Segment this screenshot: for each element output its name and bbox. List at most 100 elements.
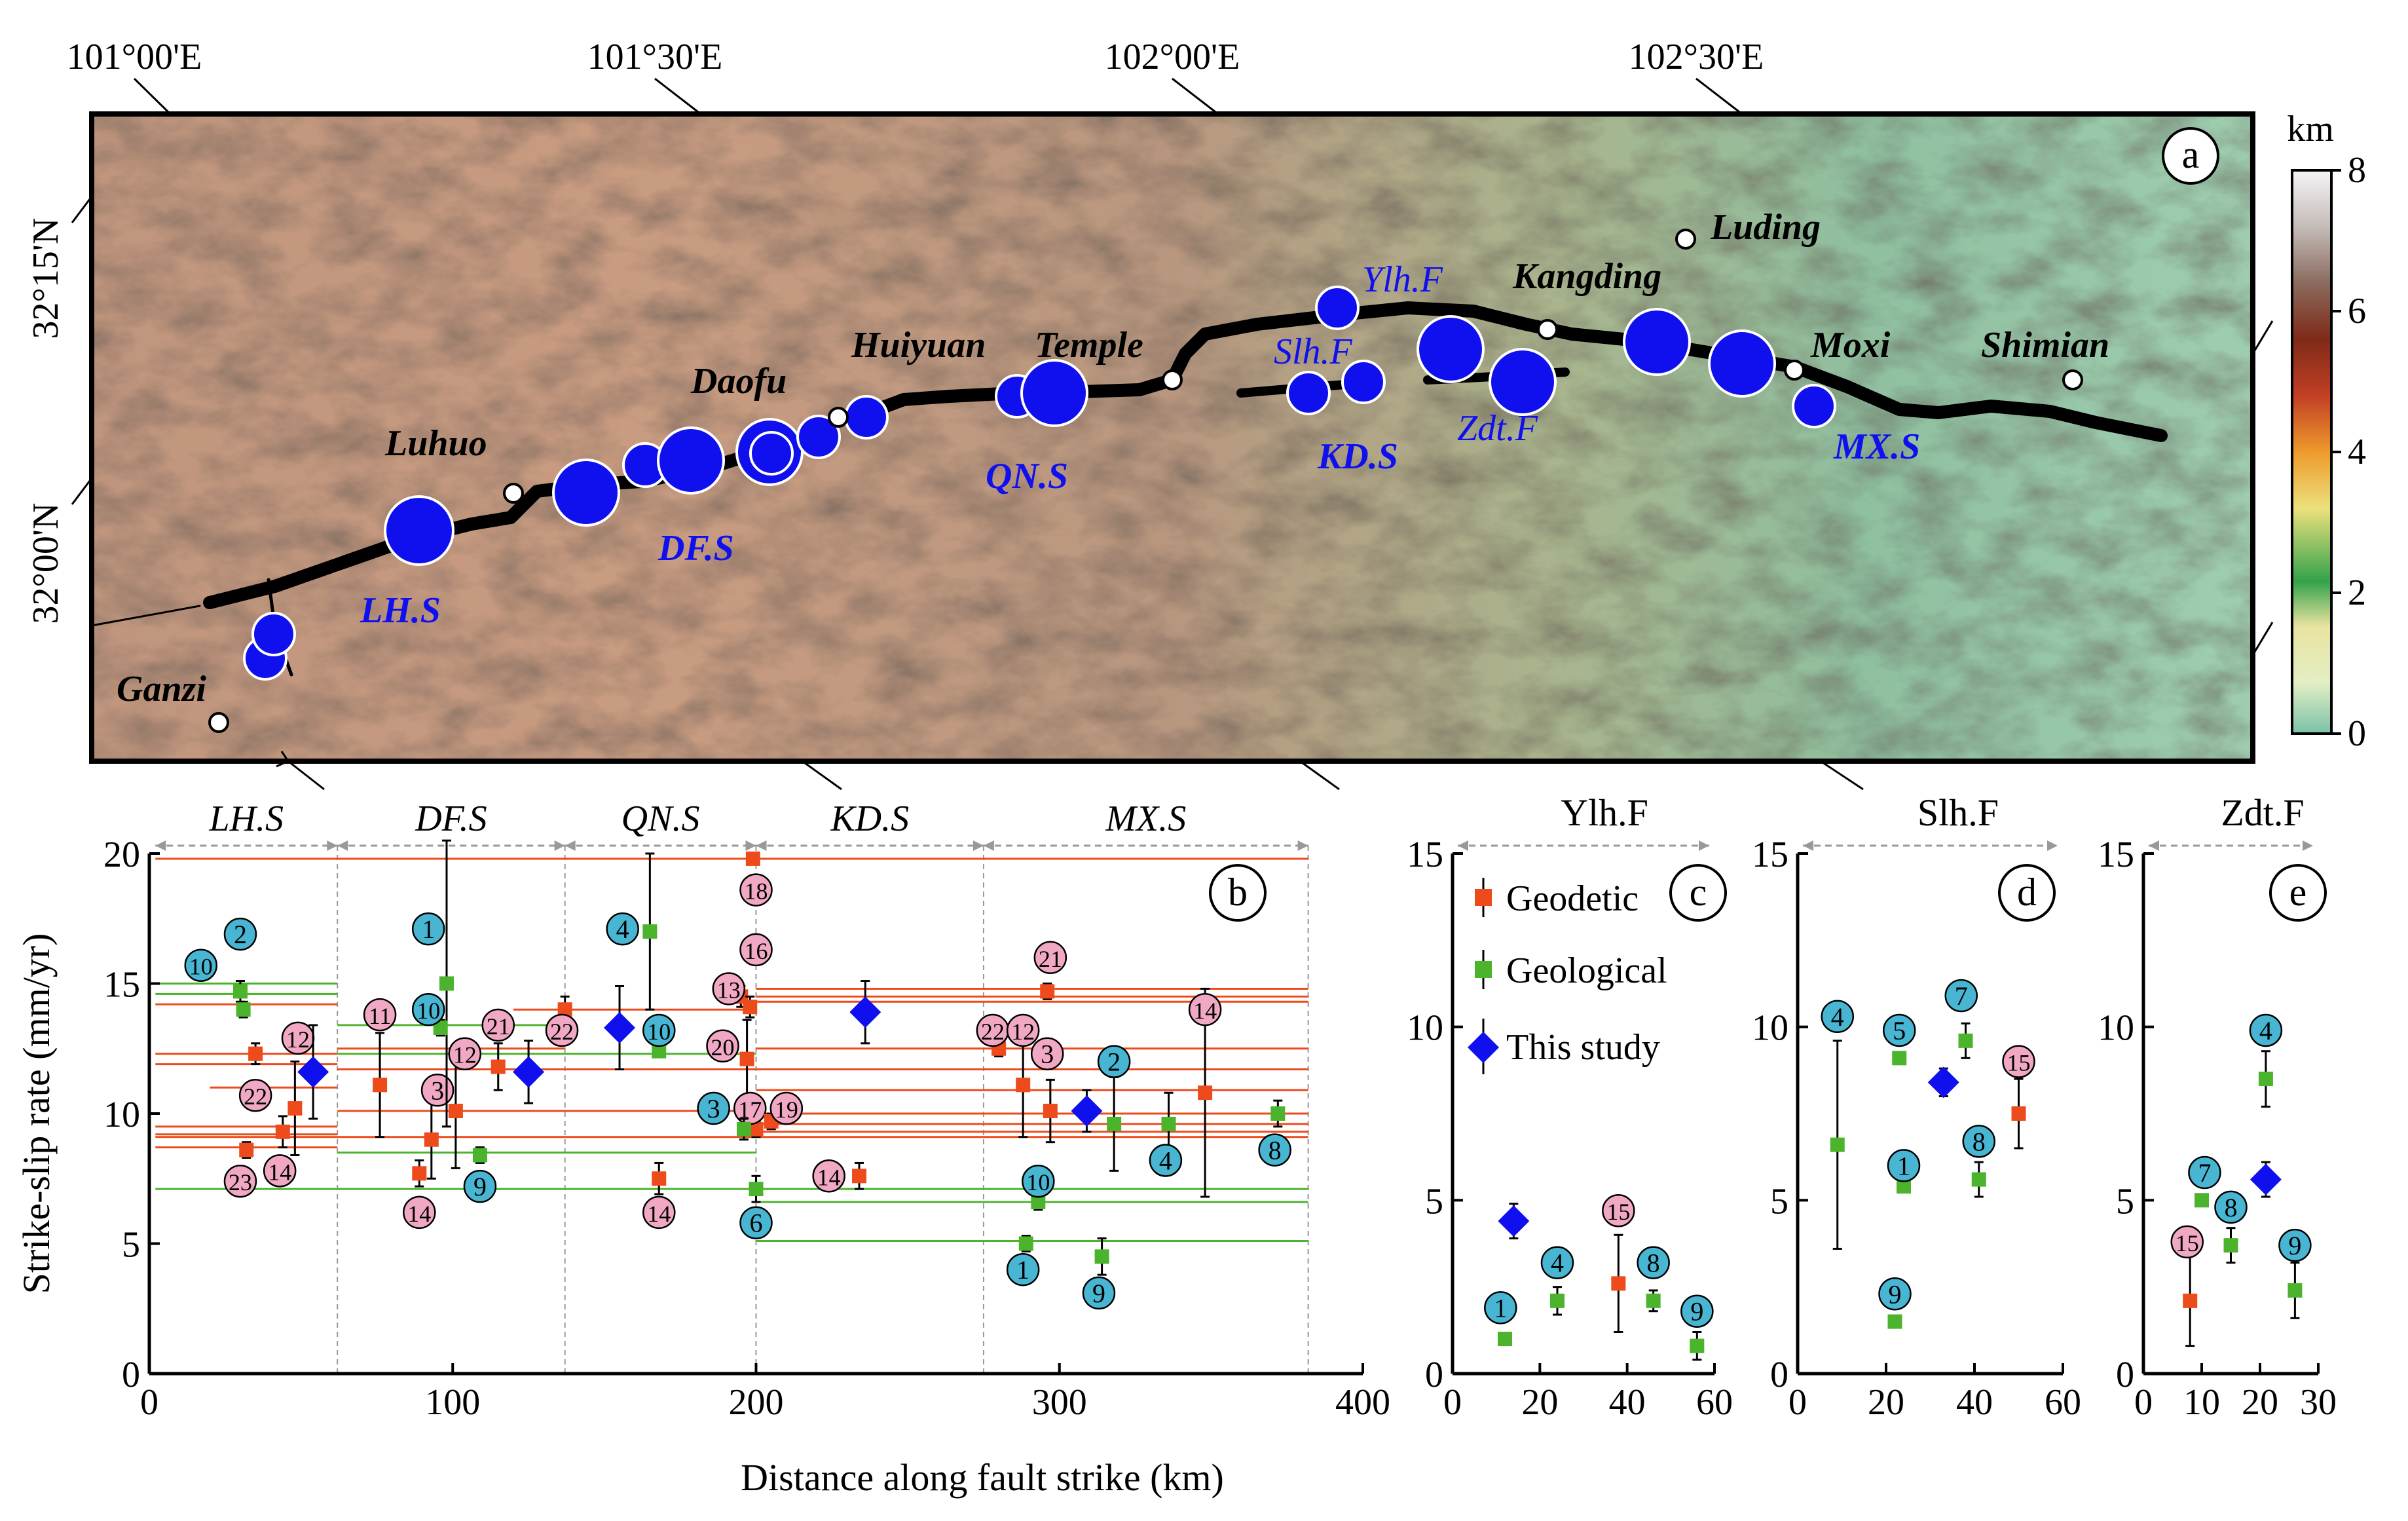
- event-marker: [384, 495, 454, 566]
- town-labels: Ganzi Luhuo Daofu Huiyuan Temple Kangdin…: [117, 207, 2109, 709]
- event-marker: [1623, 308, 1691, 376]
- geodetic-point: [749, 1121, 764, 1136]
- this-study-point: [1498, 1205, 1530, 1237]
- panel-d-data-layers: 0 20 40 60 0 5 10 15 4 9 5 1 7 8 15: [1752, 835, 2081, 1423]
- reference-label-circle: [1022, 1164, 1055, 1198]
- geological-point: [1094, 1249, 1109, 1264]
- x-tick-label: 40: [1956, 1382, 1993, 1423]
- colorbar-tick-8: 8: [2348, 150, 2366, 191]
- reference-label-circle: [769, 1091, 804, 1125]
- y-tick-label: 15: [1752, 835, 1788, 875]
- event-marker: [844, 395, 889, 440]
- panel-b-ylabel: Strike-slip rate (mm/yr): [15, 933, 58, 1294]
- geodetic-point: [448, 1104, 463, 1119]
- reference-label-circle: [1637, 1246, 1670, 1279]
- event-marker: [796, 415, 841, 459]
- reference-label-circle: [1883, 1013, 1916, 1047]
- reference-label-number: 23: [229, 1169, 252, 1195]
- reference-label-number: 4: [1551, 1249, 1564, 1278]
- reference-label-number: 2: [234, 920, 247, 949]
- reference-label-number: 10: [417, 998, 440, 1024]
- y-tick-label: 0: [1770, 1355, 1788, 1395]
- town-marker-shimian: [2062, 369, 2083, 390]
- legend-study-label: This study: [1506, 1027, 1660, 1068]
- reference-label-circle: [238, 1078, 272, 1112]
- segment-band-label: DF.S: [415, 798, 487, 839]
- geodetic-point: [743, 1000, 758, 1015]
- geological-point: [1550, 1293, 1565, 1308]
- geological-point: [749, 1182, 764, 1197]
- fault-western-extension: [90, 605, 201, 627]
- geodetic-point: [1198, 1085, 1213, 1100]
- reference-label-number: 19: [775, 1097, 798, 1123]
- town-marker-moxi: [1784, 360, 1805, 381]
- panel-letter-b-circle: [1209, 864, 1267, 922]
- reference-label-number: 7: [1955, 981, 1968, 1011]
- geological-point: [439, 976, 454, 991]
- x-tick-label: 60: [1696, 1382, 1733, 1423]
- x-tick-label: 0: [1443, 1382, 1462, 1423]
- geological-point: [1031, 1194, 1046, 1209]
- reference-label-circle: [1082, 1276, 1116, 1310]
- reference-label-circle: [420, 1074, 454, 1107]
- this-study-point: [2250, 1163, 2282, 1195]
- branch-label-ylh: Ylh.F: [1362, 259, 1443, 300]
- x-tick-label: 0: [2134, 1382, 2153, 1423]
- town-label-luhuo: Luhuo: [384, 423, 487, 464]
- reference-label-number: 8: [1973, 1127, 1986, 1156]
- geological-point: [1958, 1033, 1973, 1048]
- colorbar-tick-4: 4: [2348, 432, 2366, 472]
- panel-b-data-layers: LH.S DF.S QN.S KD.S MX.S 0 100 200 300 400 0 5 10 15 2…: [103, 798, 1390, 1423]
- reference-label-circle: [1602, 1193, 1635, 1228]
- town-label-ganzi: Ganzi: [117, 669, 206, 709]
- reference-label-number: 11: [369, 1003, 392, 1029]
- y-tick-label: 0: [1425, 1355, 1443, 1395]
- reference-label-circle: [223, 1164, 257, 1198]
- colorbar-tick-2: 2: [2348, 573, 2366, 613]
- geological-point: [232, 984, 248, 999]
- x-tick-label: 40: [1609, 1382, 1646, 1423]
- y-tick-label: 5: [2116, 1181, 2134, 1222]
- geodetic-point: [239, 1142, 254, 1157]
- lon-label-102-00: 102°00'E: [1105, 37, 1240, 77]
- town-label-shimian: Shimian: [1981, 325, 2109, 366]
- panel-c-ylh-rates: 0 20 40 60 0 5 10 15 1 4 15 8 9 Ylh.F c Geodetic Geo…: [1407, 791, 1733, 1423]
- reference-label-circle: [712, 972, 746, 1005]
- x-tick-label: 20: [1868, 1382, 1904, 1423]
- geological-point: [1892, 1051, 1907, 1066]
- event-marker: [1489, 348, 1557, 416]
- reference-label-number: 1: [1897, 1151, 1910, 1180]
- reference-label-number: 14: [1193, 998, 1217, 1024]
- reference-label-number: 4: [1159, 1146, 1172, 1175]
- reference-label-circle: [481, 1008, 515, 1042]
- segment-label-mx: MX.S: [1833, 426, 1920, 467]
- reference-label-number: 8: [1269, 1136, 1282, 1165]
- reference-label-number: 1: [1494, 1293, 1507, 1323]
- legend-geological-swatch: [1475, 961, 1492, 978]
- panel-letter-e-circle: [2269, 864, 2327, 922]
- colorbar-ramp: [2291, 169, 2333, 735]
- reference-label-circle: [1484, 1291, 1517, 1324]
- this-study-point: [513, 1056, 545, 1088]
- event-marker: [1286, 371, 1331, 415]
- y-tick-label: 15: [1407, 835, 1443, 875]
- reference-label-circle: [184, 948, 218, 982]
- this-study-point: [1927, 1066, 1959, 1098]
- reference-label-circle: [642, 1195, 676, 1230]
- reference-label-number: 1: [422, 914, 435, 944]
- reference-label-number: 12: [1011, 1019, 1035, 1045]
- lon-label-102-30: 102°30'E: [1629, 37, 1764, 77]
- branch-label-zdt: Zdt.F: [1457, 408, 1538, 449]
- town-marker-temple: [1162, 369, 1183, 390]
- panel-letter-d-circle: [1998, 864, 2056, 922]
- geodetic-point: [2011, 1106, 2026, 1121]
- geodetic-point: [275, 1124, 290, 1139]
- panel-letter-a: a: [2182, 133, 2200, 176]
- geological-point: [1646, 1293, 1661, 1308]
- colorbar-tick-6: 6: [2348, 291, 2366, 331]
- y-tick-label: 0: [2116, 1355, 2134, 1395]
- reference-label-circle: [1887, 1149, 1921, 1182]
- geological-point: [1830, 1137, 1845, 1152]
- reference-label-number: 22: [550, 1019, 574, 1045]
